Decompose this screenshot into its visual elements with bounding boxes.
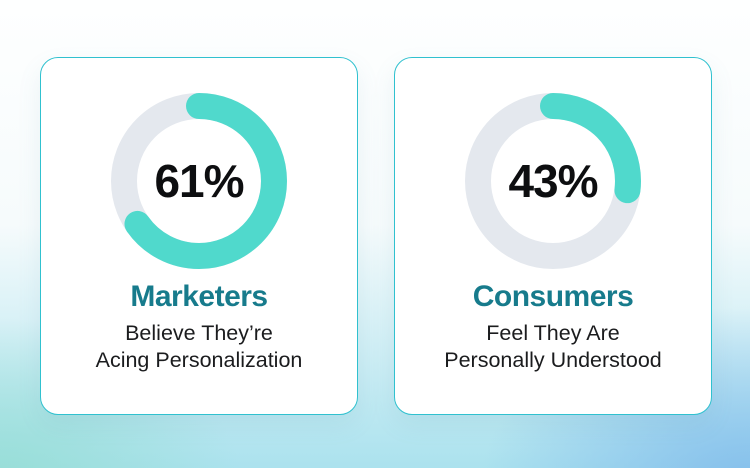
card-title-marketers: Marketers bbox=[130, 280, 268, 313]
donut-arc bbox=[465, 93, 641, 269]
stat-card-consumers: 43% Consumers Feel They Are Personally U… bbox=[394, 57, 712, 415]
donut-chart-marketers: 61% bbox=[111, 93, 287, 269]
stat-value-consumers: 43% bbox=[508, 155, 598, 207]
donut-ring-consumers bbox=[465, 93, 641, 269]
stat-card-marketers: 61% Marketers Believe They’re Acing Pers… bbox=[40, 57, 358, 415]
description-line-1: Feel They Are bbox=[486, 320, 620, 345]
card-description-marketers: Believe They’re Acing Personalization bbox=[96, 320, 303, 375]
description-line-2: Acing Personalization bbox=[95, 348, 303, 373]
donut-chart-consumers: 43% bbox=[465, 93, 641, 269]
description-line-1: Believe They’re bbox=[125, 320, 273, 345]
card-description-consumers: Feel They Are Personally Understood bbox=[444, 320, 662, 375]
stat-value-marketers: 61% bbox=[154, 155, 244, 207]
card-title-consumers: Consumers bbox=[472, 280, 634, 313]
donut-ring-marketers bbox=[111, 93, 287, 269]
description-line-2: Personally Understood bbox=[444, 348, 662, 373]
donut-arc bbox=[111, 93, 287, 269]
